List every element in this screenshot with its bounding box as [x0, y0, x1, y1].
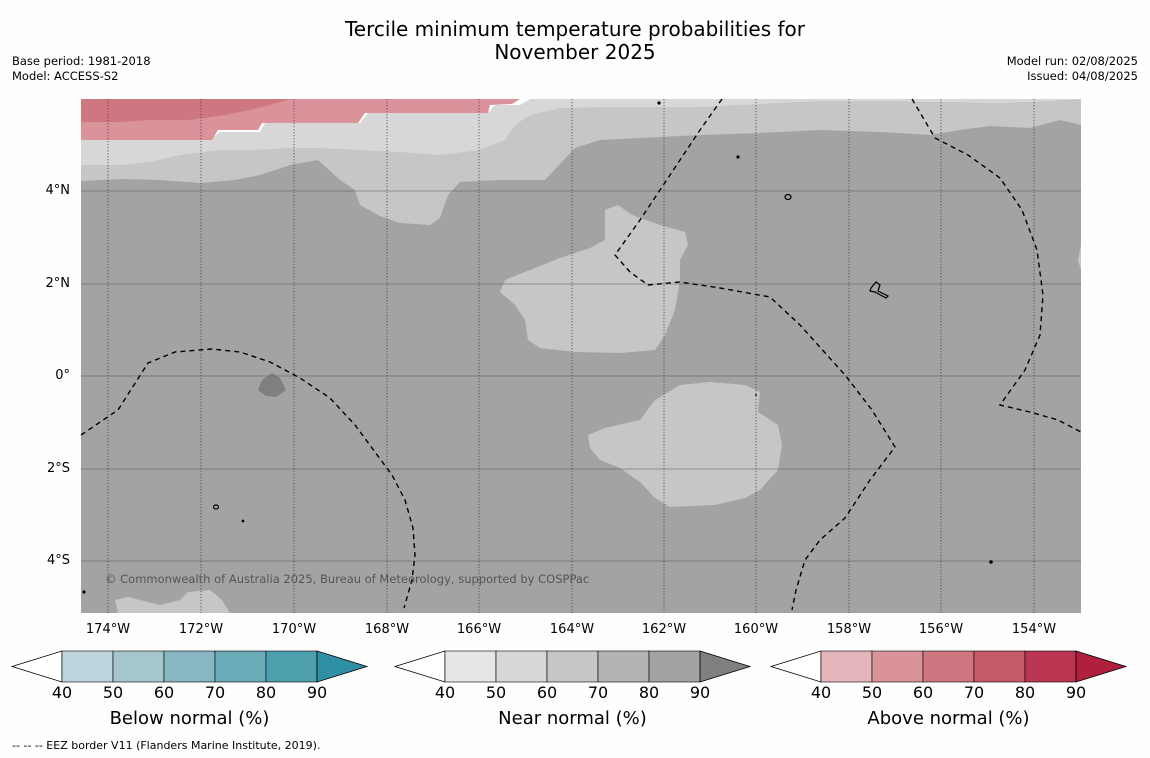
graticule	[81, 190, 1081, 562]
colorbar-below-tick: 50	[102, 683, 124, 702]
title-line-1: Tercile minimum temperature probabilitie…	[344, 17, 806, 41]
islands	[82, 101, 993, 594]
colorbar-above-tick: 80	[1014, 683, 1036, 702]
colorbar-below-tick: 80	[255, 683, 277, 702]
eez-border-southwest	[80, 348, 416, 609]
colorbar-near-bin-4	[597, 650, 650, 683]
colorbar-near-bin-1	[444, 650, 497, 683]
colorbar-near-tick: 70	[587, 683, 609, 702]
lat-tick-4s: 4°S	[46, 553, 70, 568]
island-1	[657, 101, 661, 105]
colorbar-near-bin-3	[546, 650, 599, 683]
island-5	[241, 519, 245, 523]
lon-tick-166w: 166°W	[456, 622, 502, 637]
colorbar-near-extend-high	[699, 650, 752, 683]
colorbar-below-extend-low	[10, 650, 63, 683]
lon-tick-172w: 172°W	[178, 622, 224, 637]
model-name: Model: ACCESS-S2	[12, 69, 119, 83]
colorbar-near-bin-2	[495, 650, 548, 683]
colorbar-above-tick: 60	[912, 683, 934, 702]
colorbar-above-tick: 50	[861, 683, 883, 702]
lon-tick-168w: 168°W	[364, 622, 410, 637]
lat-tick-2s: 2°S	[46, 461, 70, 476]
island-6	[989, 560, 993, 564]
colorbar-above-bin-1	[820, 650, 873, 683]
lon-tick-160w: 160°W	[733, 622, 779, 637]
colorbar-near-bin-5	[648, 650, 701, 683]
lon-tick-164w: 164°W	[549, 622, 595, 637]
colorbar-above-bin-3	[922, 650, 975, 683]
colorbar-below-label: Below normal (%)	[109, 708, 270, 729]
eez-borders	[80, 98, 1082, 611]
colorbar-near-extend-low	[393, 650, 446, 683]
colorbar-above-tick: 90	[1065, 683, 1087, 702]
colorbar-near-tick: 50	[485, 683, 507, 702]
lon-tick-162w: 162°W	[641, 622, 687, 637]
meta-right: Model run: 02/08/2025 Issued: 04/08/2025	[1007, 54, 1138, 84]
colorbar-above-bin-4	[973, 650, 1026, 683]
near-normal-90-patch	[258, 373, 286, 397]
title-line-2: November 2025	[494, 40, 656, 64]
colorbar-below-bin-3	[163, 650, 216, 683]
lon-tick-170w: 170°W	[271, 622, 317, 637]
lon-tick-174w: 174°W	[85, 622, 131, 637]
colorbar-above-tick: 70	[963, 683, 985, 702]
eez-legend-note: -- -- -- EEZ border V11 (Flanders Marine…	[12, 739, 321, 752]
colorbar-above-extend-low	[769, 650, 822, 683]
base-period: Base period: 1981-2018	[12, 54, 151, 68]
colorbar-below-bin-1	[61, 650, 114, 683]
near-normal-70-blob-south	[588, 382, 782, 507]
issued-date: Issued: 04/08/2025	[1027, 69, 1138, 83]
colorbar-above-bin-5	[1024, 650, 1077, 683]
lon-tick-158w: 158°W	[826, 622, 872, 637]
island-7	[82, 590, 86, 594]
near-normal-70-blob-north	[500, 205, 688, 353]
island-4	[212, 504, 220, 510]
colorbars	[10, 650, 1128, 683]
colorbar-above-tick: 40	[810, 683, 832, 702]
island-kiritimati	[869, 281, 890, 299]
copyright-notice: © Commonwealth of Australia 2025, Bureau…	[105, 572, 590, 586]
colorbar-above-extend-high	[1075, 650, 1128, 683]
colorbar-below-bin-4	[214, 650, 267, 683]
meta-left: Base period: 1981-2018 Model: ACCESS-S2	[12, 54, 151, 84]
colorbar-below-extend-high	[316, 650, 369, 683]
near-normal-80-field	[81, 99, 1081, 613]
colorbar-near-label: Near normal (%)	[498, 708, 647, 729]
map-title: Tercile minimum temperature probabilitie…	[0, 18, 1150, 64]
island-3	[784, 193, 792, 201]
colorbar-above-bin-2	[871, 650, 924, 683]
near-normal-70-south-patch	[115, 590, 230, 613]
colorbar-above-label: Above normal (%)	[867, 708, 1030, 729]
eez-border-east	[911, 98, 1082, 433]
colorbar-below-bin-5	[265, 650, 318, 683]
above-normal-70-region	[81, 99, 290, 122]
colorbar-below-tick: 60	[153, 683, 175, 702]
colorbar-near-tick: 40	[434, 683, 456, 702]
colorbar-near-tick: 60	[536, 683, 558, 702]
lon-tick-154w: 154°W	[1011, 622, 1057, 637]
colorbar-near-tick: 80	[638, 683, 660, 702]
lat-tick-2n: 2°N	[45, 276, 71, 291]
colorbar-near-tick: 90	[689, 683, 711, 702]
island-2	[736, 155, 740, 159]
lon-tick-156w: 156°W	[918, 622, 964, 637]
model-run: Model run: 02/08/2025	[1006, 54, 1138, 68]
colorbar-below-tick: 40	[51, 683, 73, 702]
lat-tick-4n: 4°N	[45, 183, 71, 198]
eez-border-central	[614, 98, 896, 611]
lat-tick-0: 0°	[55, 368, 70, 383]
colorbar-below-tick: 90	[306, 683, 328, 702]
colorbar-below-tick: 70	[204, 683, 226, 702]
colorbar-below-bin-2	[112, 650, 165, 683]
